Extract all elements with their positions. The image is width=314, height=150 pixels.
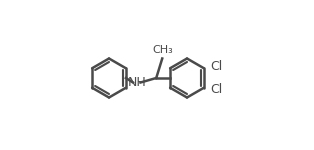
Text: CH₃: CH₃ — [153, 45, 173, 55]
Text: Cl: Cl — [211, 60, 223, 73]
Text: Cl: Cl — [211, 83, 223, 96]
Text: NH: NH — [127, 76, 146, 89]
